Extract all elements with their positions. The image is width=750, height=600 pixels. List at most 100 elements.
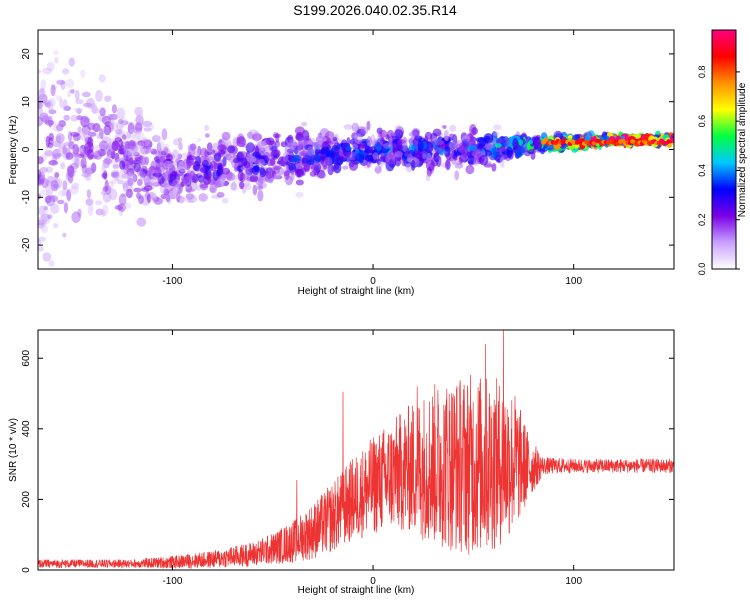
- spectrogram-cell: [306, 159, 315, 166]
- spectrogram-cell: [76, 155, 81, 166]
- spectrogram-cell: [54, 140, 62, 146]
- spectrogram-cell: [74, 156, 79, 168]
- spectrogram-cell: [101, 209, 106, 217]
- spectrogram-cell: [144, 144, 152, 154]
- snr-series-line: [38, 330, 674, 569]
- spectrogram-cell: [38, 205, 46, 216]
- spectrogram-cell: [56, 124, 64, 132]
- spectrogram-cell: [178, 168, 186, 174]
- spectrogram-cell: [42, 100, 51, 105]
- spectrogram-cell: [45, 102, 52, 108]
- spectrogram-cell: [295, 179, 304, 186]
- spectrogram-cell: [178, 142, 183, 151]
- spectrogram-cell: [360, 126, 369, 135]
- spectrogram-cell: [163, 161, 174, 169]
- spectrogram-cell: [411, 144, 417, 150]
- spectrogram-cell: [308, 138, 316, 145]
- spectrogram-cell: [181, 152, 187, 160]
- spectrogram-cell: [294, 168, 304, 178]
- spectrogram-cell: [291, 141, 300, 147]
- spectrogram-cell: [157, 175, 165, 185]
- spectrogram-cell: [142, 138, 150, 147]
- spectrogram-cell: [442, 125, 447, 129]
- spectrogram-cell: [225, 153, 232, 161]
- spectrogram-cell: [465, 164, 475, 175]
- spectrogram-cell: [143, 173, 151, 186]
- spectrogram-cell: [261, 159, 268, 166]
- spectrogram-cell: [47, 99, 54, 112]
- spectrogram-cell: [71, 211, 81, 223]
- spectrogram-cell: [98, 74, 106, 83]
- spectrogram-cell: [153, 198, 164, 205]
- spectrogram-cell: [65, 78, 75, 88]
- spectrogram-cell: [175, 158, 181, 164]
- spectrogram-cell: [293, 141, 298, 150]
- spectrogram-cell: [253, 165, 261, 173]
- spectrogram-cell: [38, 93, 48, 104]
- spectrogram-cell: [216, 181, 226, 188]
- spectrogram-cell: [77, 132, 87, 141]
- spectrogram-cell: [301, 121, 308, 127]
- spectrogram-cell: [217, 144, 227, 152]
- spectrogram-cell: [356, 128, 366, 138]
- spectrogram-cell: [275, 133, 280, 143]
- spectrogram-cell: [44, 119, 55, 126]
- spectrogram-x-axis-label: Height of straight line (km): [298, 286, 415, 297]
- spectrogram-cell: [449, 133, 455, 139]
- spectrogram-y-ticks: -20 -10 0 10 20: [21, 48, 674, 252]
- spectrogram-cell: [155, 159, 161, 164]
- spectrogram-cell: [495, 143, 502, 148]
- spectrogram-cell: [449, 124, 457, 133]
- x-tick-label: 0: [370, 576, 376, 587]
- spectrogram-cell: [259, 168, 266, 178]
- spectrogram-cell: [445, 159, 451, 171]
- spectrogram-cell: [253, 130, 260, 143]
- spectrogram-cell: [448, 142, 458, 149]
- spectrogram-cell: [140, 175, 146, 181]
- spectrogram-cell: [425, 159, 435, 171]
- spectrogram-cell: [142, 120, 152, 127]
- spectrogram-cell: [273, 173, 281, 180]
- spectrogram-cell: [42, 67, 53, 75]
- spectrogram-cell: [119, 169, 126, 180]
- spectrogram-cell: [106, 148, 116, 159]
- spectrogram-cell: [467, 155, 477, 165]
- spectrogram-cell: [221, 131, 231, 141]
- spectrogram-cell: [104, 185, 112, 196]
- spectrogram-cell: [362, 142, 368, 150]
- spectrogram-cell: [90, 102, 97, 114]
- spectrogram-cell: [326, 144, 331, 153]
- spectrogram-cell: [141, 171, 146, 178]
- spectrogram-cell: [348, 159, 359, 171]
- spectrogram-cell: [256, 140, 266, 149]
- spectrogram-cell: [309, 171, 317, 177]
- colorbar-label: Normalized spectral amplitude: [737, 82, 748, 217]
- spectrogram-cell: [128, 148, 133, 160]
- spectrogram-cell: [52, 140, 62, 147]
- spectrogram-cell: [112, 163, 120, 169]
- spectrogram-cell: [117, 179, 124, 185]
- spectrogram-cell: [254, 157, 260, 165]
- spectrogram-cell: [186, 169, 192, 182]
- spectrogram-y-axis-label: Frequency (Hz): [8, 116, 19, 185]
- spectrogram-cell: [117, 148, 126, 155]
- spectrogram-cell: [163, 143, 170, 148]
- spectrogram-cell: [383, 140, 390, 146]
- spectrogram-cell: [216, 164, 223, 177]
- spectrogram-cell: [233, 158, 240, 164]
- spectrogram-cell: [91, 104, 98, 115]
- spectrogram-cell: [177, 137, 183, 143]
- spectrogram-cell: [62, 99, 68, 111]
- spectrogram-cell: [249, 175, 259, 183]
- spectrogram-cell: [46, 61, 55, 72]
- spectrogram-cell: [75, 99, 84, 105]
- spectrogram-cell: [406, 154, 413, 162]
- spectrogram-cell: [68, 131, 73, 142]
- spectrogram-cell: [41, 224, 48, 234]
- spectrogram-cell: [82, 102, 92, 108]
- spectrogram-cell: [134, 106, 143, 117]
- spectrogram-cell: [85, 198, 94, 206]
- spectrogram-cell: [114, 152, 120, 163]
- spectrogram-cell: [83, 173, 89, 179]
- spectrogram-cell: [284, 144, 294, 155]
